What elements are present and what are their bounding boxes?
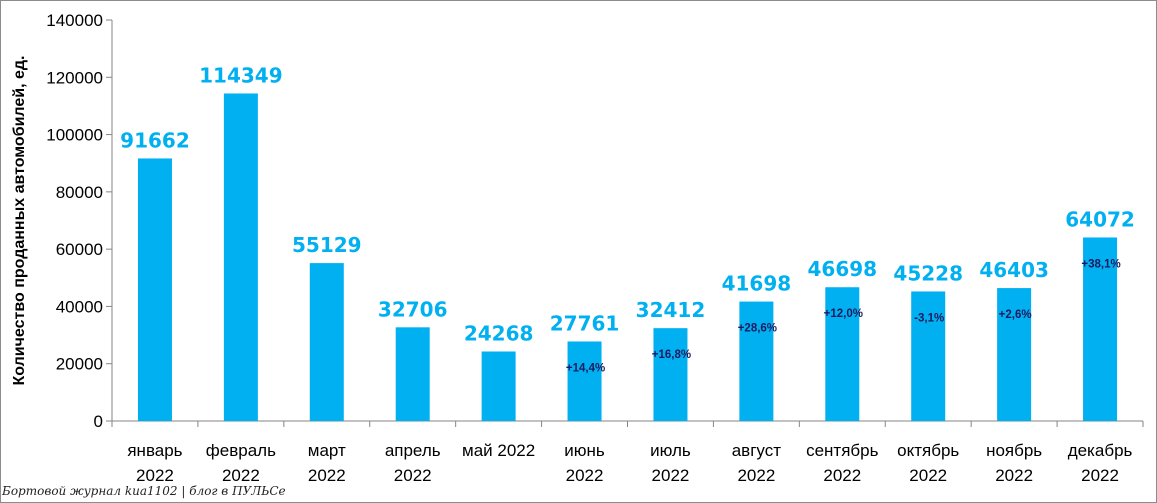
data-label: 27761	[550, 311, 620, 335]
y-tick-label: 60000	[56, 240, 103, 259]
bar	[395, 327, 430, 421]
y-axis-title: Количество проданных автомобилей, ед.	[11, 56, 28, 386]
x-tick-label: апрель 2022	[385, 441, 441, 485]
data-label: 91662	[120, 128, 190, 152]
y-tick-label: 100000	[46, 126, 103, 145]
y-tick-label: 20000	[56, 355, 103, 374]
y-tick-label: 120000	[46, 68, 103, 87]
bar	[309, 263, 344, 421]
bar	[223, 93, 258, 421]
bar	[1083, 237, 1118, 421]
data-label: 114349	[199, 63, 283, 87]
data-label: 45228	[893, 261, 963, 285]
x-tick-label: июль 2022	[650, 441, 691, 485]
y-tick-label: 40000	[56, 297, 103, 316]
x-tick-label: август 2022	[732, 441, 781, 485]
watermark: Бортовой журнал kua1102 | блог в ПУЛЬСе	[2, 484, 286, 498]
y-tick-label: 80000	[56, 183, 103, 202]
data-label: 46698	[807, 257, 877, 281]
change-label: -3,1%	[914, 312, 944, 324]
data-label: 55129	[292, 233, 362, 257]
data-label: 32412	[636, 298, 706, 322]
data-label: 64072	[1065, 207, 1135, 231]
data-label: 46403	[979, 258, 1049, 282]
bar	[481, 351, 516, 421]
x-tick-label: январь 2022	[127, 441, 182, 485]
x-tick-label: июнь 2022	[564, 441, 605, 485]
x-tick-label: октябрь 2022	[897, 441, 959, 485]
change-label: +14,4%	[566, 362, 605, 374]
change-label: +2,6%	[999, 309, 1032, 321]
bar	[739, 301, 774, 421]
y-tick-label: 140000	[46, 11, 103, 30]
x-tick-label: декабрь 2022	[1068, 441, 1133, 485]
y-tick-label: 0	[94, 412, 103, 431]
data-label: 32706	[378, 297, 448, 321]
bar	[997, 288, 1032, 421]
data-label: 41698	[722, 272, 792, 296]
bar	[911, 291, 946, 421]
bar	[653, 328, 688, 421]
x-tick-label: март 2022	[308, 441, 346, 485]
x-tick-label: февраль 2022	[206, 441, 276, 485]
x-tick-label: сентябрь 2022	[806, 441, 879, 485]
bar	[137, 158, 172, 421]
bar	[825, 287, 860, 421]
x-tick-label: май 2022	[462, 441, 535, 460]
data-label: 24268	[464, 321, 534, 345]
change-label: +38,1%	[1081, 258, 1120, 270]
change-label: +28,6%	[738, 323, 777, 335]
bar	[567, 341, 602, 421]
change-label: +16,8%	[652, 349, 691, 361]
x-tick-label: ноябрь 2022	[986, 441, 1042, 485]
change-label: +12,0%	[824, 308, 863, 320]
